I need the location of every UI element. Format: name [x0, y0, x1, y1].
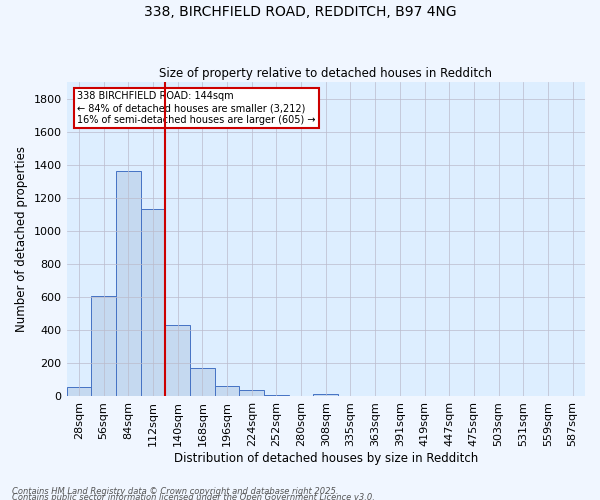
Bar	[239, 390, 264, 396]
Bar	[116, 172, 140, 396]
Bar	[313, 394, 338, 396]
Bar	[264, 395, 289, 396]
Bar	[190, 368, 215, 396]
Title: Size of property relative to detached houses in Redditch: Size of property relative to detached ho…	[159, 66, 492, 80]
Text: 338, BIRCHFIELD ROAD, REDDITCH, B97 4NG: 338, BIRCHFIELD ROAD, REDDITCH, B97 4NG	[143, 5, 457, 19]
Bar	[215, 386, 239, 396]
Bar	[165, 326, 190, 396]
Text: 338 BIRCHFIELD ROAD: 144sqm
← 84% of detached houses are smaller (3,212)
16% of : 338 BIRCHFIELD ROAD: 144sqm ← 84% of det…	[77, 92, 316, 124]
Bar	[140, 210, 165, 396]
X-axis label: Distribution of detached houses by size in Redditch: Distribution of detached houses by size …	[173, 452, 478, 465]
Bar	[67, 388, 91, 396]
Text: Contains public sector information licensed under the Open Government Licence v3: Contains public sector information licen…	[12, 492, 375, 500]
Y-axis label: Number of detached properties: Number of detached properties	[15, 146, 28, 332]
Bar	[91, 296, 116, 396]
Text: Contains HM Land Registry data © Crown copyright and database right 2025.: Contains HM Land Registry data © Crown c…	[12, 486, 338, 496]
